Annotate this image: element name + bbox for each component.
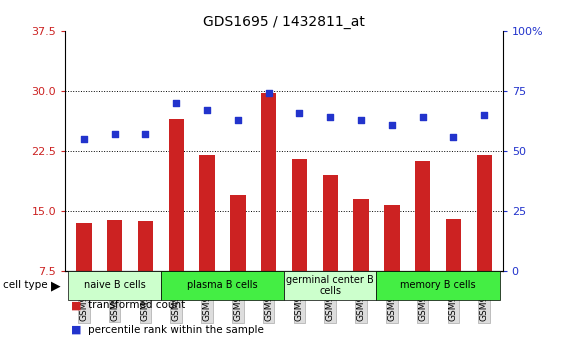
Point xyxy=(233,117,243,122)
Point xyxy=(110,131,119,137)
Bar xyxy=(199,155,215,271)
Bar xyxy=(415,161,431,271)
Bar xyxy=(169,119,184,271)
Text: plasma B cells: plasma B cells xyxy=(187,280,258,290)
Text: ■: ■ xyxy=(71,325,85,335)
Point xyxy=(357,117,366,122)
Bar xyxy=(137,221,153,271)
Bar xyxy=(161,272,284,299)
Bar xyxy=(261,92,276,271)
Point xyxy=(172,100,181,106)
Text: cell type: cell type xyxy=(3,280,51,290)
Point xyxy=(202,107,211,113)
Bar xyxy=(377,272,500,299)
Bar xyxy=(477,155,492,271)
Point xyxy=(479,112,488,118)
Text: ■: ■ xyxy=(71,300,85,310)
Bar xyxy=(230,195,245,271)
Bar xyxy=(292,159,307,271)
Point xyxy=(418,115,427,120)
Text: percentile rank within the sample: percentile rank within the sample xyxy=(88,325,264,335)
Bar xyxy=(323,175,338,271)
Point xyxy=(80,136,89,142)
Bar xyxy=(76,223,91,271)
Text: germinal center B
cells: germinal center B cells xyxy=(286,275,374,296)
Point xyxy=(264,91,273,96)
Bar xyxy=(107,220,122,271)
Title: GDS1695 / 1432811_at: GDS1695 / 1432811_at xyxy=(203,14,365,29)
Point xyxy=(295,110,304,115)
Bar xyxy=(446,219,461,271)
Bar xyxy=(284,272,377,299)
Text: naive B cells: naive B cells xyxy=(83,280,145,290)
Text: ▶: ▶ xyxy=(51,279,61,292)
Point xyxy=(449,134,458,139)
Bar xyxy=(68,272,161,299)
Bar xyxy=(384,205,399,271)
Point xyxy=(387,122,396,127)
Point xyxy=(325,115,335,120)
Point xyxy=(141,131,150,137)
Text: transformed count: transformed count xyxy=(88,300,185,310)
Text: memory B cells: memory B cells xyxy=(400,280,476,290)
Bar xyxy=(353,199,369,271)
